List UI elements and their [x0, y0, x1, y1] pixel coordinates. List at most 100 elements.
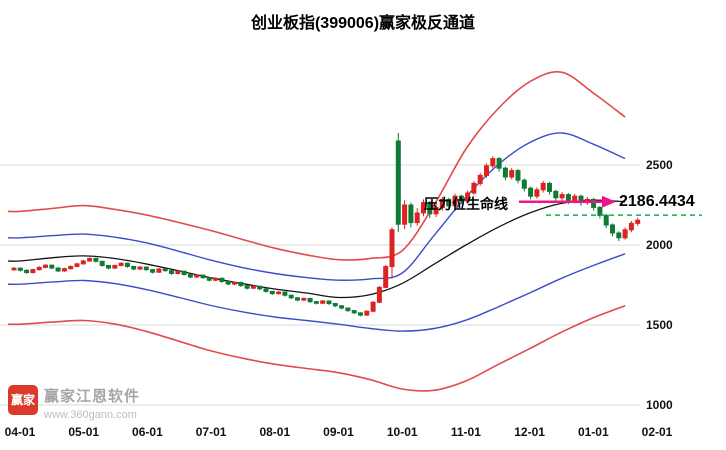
candle-up: [137, 266, 143, 270]
candle-down: [263, 288, 269, 292]
x-axis-label: 08-01: [259, 425, 290, 439]
x-axis-label: 01-01: [578, 425, 609, 439]
candle-down: [219, 277, 225, 282]
candle-down: [169, 270, 174, 274]
candle-up: [452, 195, 458, 207]
candle-up: [68, 265, 74, 270]
y-axis-label: 1500: [646, 318, 673, 332]
lower-blue-channel-line: [7, 253, 626, 332]
candle-up: [30, 269, 36, 274]
candle-down: [351, 310, 357, 314]
candle-down: [131, 265, 137, 270]
candle-down: [143, 266, 149, 271]
y-axis-label: 1000: [646, 398, 673, 412]
candle-up: [389, 229, 395, 268]
x-axis-label: 10-01: [387, 425, 418, 439]
lifeline-mid-line: [7, 199, 626, 299]
upper-blue-channel-line: [7, 132, 626, 281]
candle-up: [622, 229, 628, 239]
candle-up: [364, 310, 370, 316]
candle-down: [288, 294, 294, 299]
candle-up: [276, 291, 282, 295]
brand-logo-text: 赢家: [10, 393, 35, 407]
candle-down: [502, 167, 508, 178]
candle-down: [257, 285, 263, 290]
candle-up: [74, 263, 80, 267]
candle-down: [162, 268, 168, 272]
candle-up: [383, 266, 389, 288]
candle-down: [106, 264, 111, 269]
candle-down: [339, 305, 345, 309]
candle-down: [181, 270, 187, 275]
candle-up: [559, 194, 565, 199]
candle-up: [194, 274, 200, 278]
y-axis-label: 2000: [646, 238, 673, 252]
candle-down: [200, 274, 206, 279]
candle-down: [24, 269, 30, 274]
candle-up: [43, 264, 48, 268]
x-axis-label: 05-01: [68, 425, 99, 439]
candle-down: [307, 297, 313, 303]
candle-up: [414, 212, 420, 224]
candle-up: [156, 268, 162, 273]
candle-up: [433, 206, 439, 215]
candle-up: [465, 192, 471, 202]
grid-layer: 2500 2000 1500 1000 04-01 05-01 06-01 07-01 08-0…: [0, 158, 673, 439]
candle-down: [603, 214, 609, 226]
candle-up: [112, 264, 118, 269]
x-axis-label: 07-01: [196, 425, 227, 439]
candle-down: [521, 179, 527, 189]
candle-down: [187, 273, 193, 278]
candle-down: [458, 195, 464, 202]
candle-up: [250, 285, 256, 289]
candle-down: [225, 280, 231, 285]
candle-down: [616, 232, 622, 239]
candle-up: [376, 286, 382, 303]
x-axis-label: 06-01: [132, 425, 163, 439]
candle-down: [124, 262, 130, 267]
pointer-arrow-head: [602, 195, 616, 208]
candle-up: [320, 300, 326, 304]
candle-up: [61, 268, 67, 272]
watermark: 赢家 赢家江恩软件 www.360gann.com: [8, 385, 140, 421]
watermark-brand-name: 赢家江恩软件: [44, 388, 141, 405]
candle-down: [332, 303, 338, 307]
candle-down: [326, 300, 332, 305]
candle-down: [565, 194, 571, 202]
candle-up: [175, 270, 181, 274]
candle-up: [232, 281, 237, 285]
candle-up: [439, 198, 445, 208]
candle-down: [99, 260, 105, 266]
candle-down: [282, 291, 288, 296]
candle-up: [118, 262, 124, 266]
candle-down: [496, 158, 502, 169]
candle-up: [421, 202, 426, 214]
candle-down: [528, 187, 534, 197]
candle-up: [471, 182, 477, 194]
candle-up: [534, 189, 540, 197]
y-axis-label: 2500: [646, 158, 673, 172]
candle-up: [484, 165, 489, 176]
candle-down: [446, 198, 452, 207]
watermark-text-block: 赢家江恩软件 www.360gann.com: [44, 385, 140, 421]
candle-down: [395, 140, 401, 225]
watermark-url: www.360gann.com: [44, 409, 137, 421]
candle-up: [540, 182, 546, 191]
candle-up: [36, 266, 42, 271]
x-axis-label: 09-01: [323, 425, 354, 439]
candle-down: [515, 170, 521, 181]
candle-down: [206, 277, 212, 281]
candle-up: [635, 219, 641, 224]
candle-down: [597, 206, 603, 216]
lower-red-channel-line: [7, 305, 626, 392]
candle-down: [150, 269, 156, 273]
x-axis-label: 12-01: [514, 425, 545, 439]
candle-down: [358, 312, 363, 316]
candle-down: [295, 297, 300, 301]
lifeline-price-value: 2186.4434: [619, 193, 695, 210]
candle-up: [402, 204, 408, 225]
candles-layer: [11, 133, 641, 317]
candle-down: [49, 264, 55, 269]
